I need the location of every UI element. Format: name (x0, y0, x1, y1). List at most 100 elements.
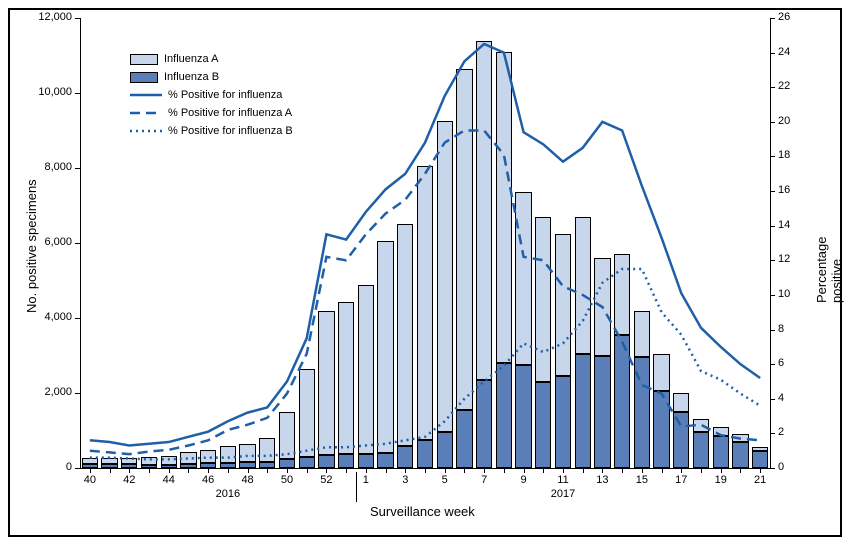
bar-influenza-b (437, 432, 453, 468)
chart-container: 02,0004,0006,0008,00010,00012,0000246810… (0, 0, 850, 545)
year-label: 2017 (543, 488, 583, 500)
legend-swatch (130, 72, 158, 83)
bar-influenza-b (279, 459, 295, 468)
x-tick (386, 468, 387, 473)
bar-influenza-a (634, 311, 650, 358)
x-tick (721, 468, 722, 473)
legend-line-sample (130, 122, 162, 140)
legend-line-sample (130, 104, 162, 122)
bar-influenza-b (496, 363, 512, 468)
bar-influenza-b (318, 455, 334, 468)
x-tick-label: 19 (711, 474, 731, 486)
bar-influenza-b (673, 412, 689, 468)
x-tick (228, 468, 229, 473)
x-tick-label: 13 (592, 474, 612, 486)
bar-influenza-b (555, 376, 571, 468)
x-tick-label: 11 (553, 474, 573, 486)
x-tick-label: 17 (671, 474, 691, 486)
x-tick (662, 468, 663, 473)
right-tick-label: 16 (778, 184, 790, 196)
x-tick (583, 468, 584, 473)
x-tick (287, 468, 288, 473)
bar-influenza-b (713, 436, 729, 468)
x-tick-label: 42 (119, 474, 139, 486)
x-tick (90, 468, 91, 473)
bar-influenza-b (377, 453, 393, 468)
x-tick (740, 468, 741, 473)
legend-row: % Positive for influenza B (130, 122, 293, 140)
bar-influenza-b (358, 454, 374, 468)
bar-influenza-b (653, 391, 669, 468)
right-tick-label: 8 (778, 323, 784, 335)
legend-label: % Positive for influenza B (168, 125, 293, 137)
bar-influenza-a (535, 217, 551, 382)
x-tick (129, 468, 130, 473)
bar-influenza-a (259, 438, 275, 462)
legend-row: % Positive for influenza (130, 86, 293, 104)
bar-influenza-b (200, 463, 216, 468)
x-tick-label: 40 (80, 474, 100, 486)
bar-influenza-b (594, 356, 610, 469)
x-tick (464, 468, 465, 473)
x-tick-label: 44 (159, 474, 179, 486)
bar-influenza-b (239, 462, 255, 468)
right-tick (770, 53, 775, 54)
x-tick-label: 15 (632, 474, 652, 486)
x-tick (188, 468, 189, 473)
bar-influenza-b (476, 380, 492, 468)
bar-influenza-b (141, 465, 157, 468)
right-tick-label: 12 (778, 253, 790, 265)
left-tick-label: 12,000 (38, 11, 72, 23)
right-tick (770, 226, 775, 227)
right-tick-label: 6 (778, 357, 784, 369)
x-tick (248, 468, 249, 473)
bar-influenza-a (338, 302, 354, 454)
legend-label: Influenza A (164, 53, 218, 65)
legend-label: % Positive for influenza (168, 89, 282, 101)
bar-influenza-a (220, 446, 236, 463)
x-tick (622, 468, 623, 473)
bar-influenza-a (200, 450, 216, 463)
x-tick (642, 468, 643, 473)
right-tick (770, 295, 775, 296)
left-tick-label: 8,000 (44, 161, 72, 173)
right-tick (770, 364, 775, 365)
right-tick (770, 156, 775, 157)
legend: Influenza A Influenza B % Positive for inf… (130, 50, 293, 140)
bar-influenza-a (456, 69, 472, 410)
right-tick-label: 24 (778, 46, 790, 58)
left-tick-label: 0 (66, 461, 72, 473)
left-tick-label: 4,000 (44, 311, 72, 323)
x-tick (110, 468, 111, 473)
bar-influenza-b (82, 464, 98, 468)
left-tick-label: 10,000 (38, 86, 72, 98)
x-tick (602, 468, 603, 473)
bar-influenza-a (239, 444, 255, 463)
bar-influenza-a (397, 224, 413, 445)
legend-swatch (130, 54, 158, 65)
bar-influenza-a (555, 234, 571, 377)
bar-influenza-a (318, 311, 334, 455)
x-tick (307, 468, 308, 473)
left-tick-label: 6,000 (44, 236, 72, 248)
bar-influenza-a (575, 217, 591, 354)
bar-influenza-a (752, 447, 768, 452)
right-tick (770, 433, 775, 434)
legend-label: Influenza B (164, 71, 219, 83)
bar-influenza-b (634, 357, 650, 468)
x-tick (681, 468, 682, 473)
bar-influenza-b (299, 457, 315, 468)
bar-influenza-a (693, 419, 709, 432)
bar-influenza-a (496, 52, 512, 363)
right-tick-label: 10 (778, 288, 790, 300)
bar-influenza-b (456, 410, 472, 468)
left-tick (75, 393, 80, 394)
bar-influenza-a (299, 369, 315, 457)
bar-influenza-b (575, 354, 591, 468)
right-tick (770, 18, 775, 19)
x-tick (267, 468, 268, 473)
x-tick (484, 468, 485, 473)
bar-influenza-a (476, 41, 492, 380)
bar-influenza-a (653, 354, 669, 392)
bar-influenza-b (220, 463, 236, 468)
